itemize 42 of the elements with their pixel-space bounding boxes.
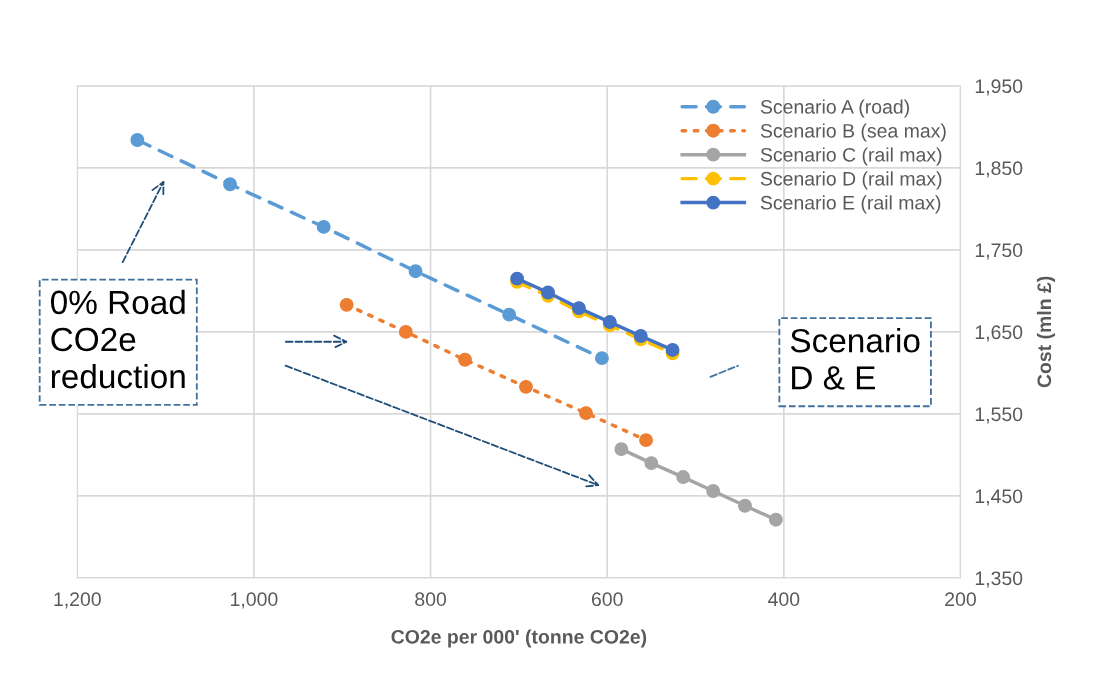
point bbox=[223, 177, 238, 192]
point bbox=[579, 406, 593, 421]
x-tick-label: 200 bbox=[945, 592, 976, 607]
annotation: Scenario D & E bbox=[790, 328, 920, 390]
y-tick-label: 1,650 bbox=[975, 325, 1023, 342]
point bbox=[502, 307, 517, 322]
point bbox=[639, 433, 654, 448]
legend-label: Scenario B (sea max) bbox=[760, 123, 946, 142]
x-tick-label: 1,200 bbox=[54, 592, 101, 609]
point bbox=[665, 342, 680, 357]
legend-label: Scenario D (rail max) bbox=[760, 171, 942, 190]
x-tick-label: 800 bbox=[415, 592, 447, 607]
point bbox=[519, 379, 533, 394]
point bbox=[339, 297, 354, 312]
point bbox=[594, 351, 609, 366]
y-tick-label: 1,350 bbox=[975, 571, 1023, 588]
point bbox=[408, 264, 423, 279]
legend-label: Scenario E (rail max) bbox=[760, 195, 941, 214]
y-tick-label: 1,750 bbox=[975, 243, 1023, 260]
point bbox=[676, 470, 691, 485]
y-tick-label: 1,450 bbox=[975, 489, 1023, 506]
legend-label: Scenario A (road) bbox=[760, 99, 909, 118]
point bbox=[706, 484, 721, 498]
point bbox=[398, 324, 413, 339]
y-tick-label: 1,850 bbox=[975, 161, 1023, 178]
annotation: 0% Road CO2e reduction bbox=[50, 289, 185, 389]
x-tick-label: 1,000 bbox=[231, 592, 278, 609]
y-axis-title: Cost (mln £) bbox=[1036, 276, 1056, 388]
point bbox=[316, 219, 331, 234]
point bbox=[633, 329, 648, 343]
point bbox=[130, 133, 145, 147]
point bbox=[738, 498, 752, 513]
legend-label: Scenario C (rail max) bbox=[760, 147, 942, 166]
point bbox=[644, 456, 659, 471]
x-axis-title: CO2e per 000' (tonne CO2e) bbox=[391, 629, 647, 648]
x-tick-label: 400 bbox=[768, 592, 800, 607]
y-tick-label: 1,950 bbox=[975, 79, 1023, 96]
y-tick-label: 1,550 bbox=[975, 407, 1023, 424]
point bbox=[768, 512, 783, 527]
point bbox=[458, 352, 472, 367]
x-tick-label: 600 bbox=[591, 592, 623, 607]
point bbox=[614, 442, 629, 457]
